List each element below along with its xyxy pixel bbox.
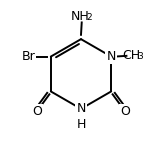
Text: N: N — [76, 102, 86, 115]
Text: O: O — [120, 104, 130, 118]
Text: 2: 2 — [86, 13, 92, 22]
Text: NH: NH — [71, 10, 90, 23]
Text: N: N — [106, 50, 116, 63]
Text: O: O — [32, 104, 42, 118]
Text: Br: Br — [21, 50, 35, 63]
Text: H: H — [76, 118, 86, 131]
Text: 3: 3 — [137, 52, 143, 61]
Text: CH: CH — [122, 49, 141, 62]
